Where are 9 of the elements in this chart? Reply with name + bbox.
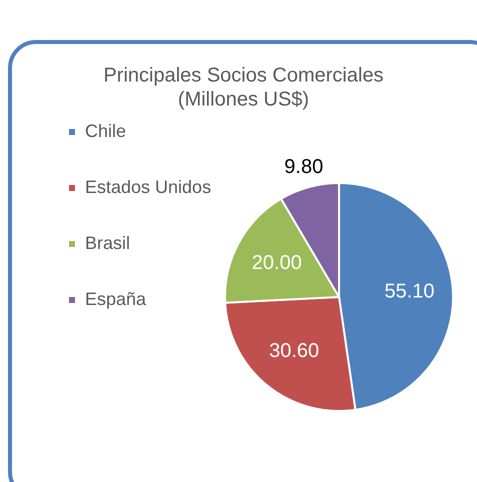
legend-label: Estados Unidos [85,176,212,197]
legend-label: España [85,288,148,309]
data-label: 55.10 [384,280,435,302]
legend-label: Brasil [85,232,130,253]
data-label: 20.00 [252,252,302,274]
legend-label: Chile [85,120,126,141]
data-label: 30.60 [269,340,320,362]
chart-title: Principales Socios Comerciales (Millones US$) [103,64,384,111]
data-label: 9.80 [284,156,324,178]
